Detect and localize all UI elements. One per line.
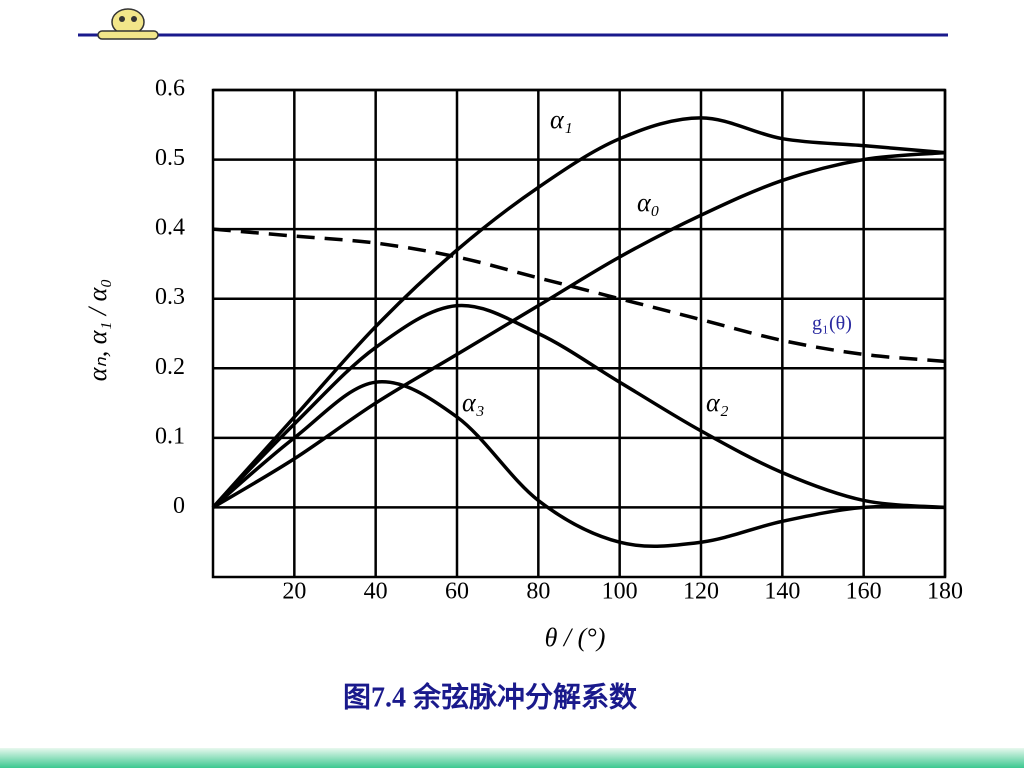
x-tick-label: 180 [927,579,963,605]
y-tick-label: 0.5 [155,145,185,171]
y-tick-label: 0.1 [155,423,185,449]
x-tick-label: 120 [683,579,719,605]
caption: 图7.4 余弦脉冲分解系数 [343,680,638,713]
y-tick-label: 0.4 [155,215,185,241]
series-line [211,116,946,509]
y-tick-label: 0.3 [155,284,185,310]
x-axis-label: θ / (°) [545,623,606,652]
x-tick-label: 60 [445,579,469,605]
x-tick-label: 20 [282,579,306,605]
y-tick-label: 0 [173,493,185,519]
series-line [211,303,946,510]
series-label: g₁(θ) [812,313,852,335]
series-label: α₀ [637,188,660,217]
x-tick-label: 140 [764,579,800,605]
y-axis-label: αₙ, α₁ / α₀ [83,279,112,382]
series-label: α₃ [462,388,485,417]
x-tick-label: 40 [364,579,388,605]
series-line [212,150,946,509]
series-label: α₁ [550,105,573,134]
series-line [212,227,946,364]
x-tick-label: 160 [846,579,882,605]
series-label: α₂ [706,388,729,417]
y-tick-label: 0.2 [155,354,185,380]
x-tick-label: 100 [602,579,638,605]
y-tick-label: 0.6 [155,76,185,102]
logo [97,8,159,40]
x-tick-label: 80 [526,579,550,605]
series-line [211,380,946,548]
footer-band [0,748,1024,768]
